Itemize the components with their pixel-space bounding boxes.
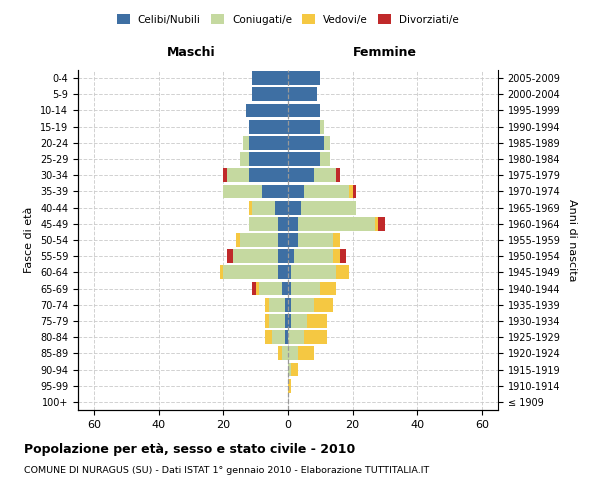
Bar bbox=[288, 136, 323, 149]
Bar bbox=[239, 152, 249, 166]
Bar bbox=[323, 136, 330, 149]
Bar bbox=[320, 282, 337, 296]
Bar bbox=[253, 282, 256, 296]
Bar bbox=[272, 330, 285, 344]
Bar bbox=[265, 298, 269, 312]
Bar bbox=[288, 168, 314, 182]
Bar bbox=[246, 104, 288, 118]
Bar bbox=[291, 362, 298, 376]
Bar bbox=[269, 314, 285, 328]
Bar bbox=[349, 184, 353, 198]
Y-axis label: Fasce di età: Fasce di età bbox=[25, 207, 34, 273]
Bar bbox=[307, 314, 327, 328]
Bar bbox=[236, 233, 239, 247]
Bar bbox=[304, 184, 349, 198]
Bar bbox=[278, 250, 288, 263]
Bar bbox=[233, 250, 278, 263]
Bar bbox=[304, 330, 327, 344]
Bar bbox=[253, 71, 288, 85]
Bar bbox=[227, 250, 233, 263]
Bar bbox=[243, 136, 249, 149]
Bar bbox=[288, 233, 298, 247]
Bar bbox=[285, 330, 288, 344]
Bar bbox=[288, 71, 320, 85]
Bar bbox=[249, 152, 288, 166]
Bar bbox=[227, 168, 249, 182]
Bar bbox=[253, 200, 275, 214]
Bar bbox=[333, 250, 340, 263]
Bar bbox=[278, 233, 288, 247]
Bar bbox=[288, 200, 301, 214]
Bar bbox=[285, 314, 288, 328]
Bar bbox=[320, 120, 323, 134]
Bar bbox=[288, 184, 304, 198]
Bar bbox=[320, 152, 330, 166]
Bar bbox=[288, 266, 291, 280]
Y-axis label: Anni di nascita: Anni di nascita bbox=[567, 198, 577, 281]
Bar bbox=[223, 266, 278, 280]
Bar bbox=[265, 314, 269, 328]
Bar bbox=[337, 266, 349, 280]
Bar bbox=[288, 120, 320, 134]
Text: Maschi: Maschi bbox=[167, 46, 215, 59]
Bar bbox=[262, 184, 288, 198]
Bar bbox=[220, 266, 223, 280]
Bar bbox=[288, 282, 291, 296]
Bar bbox=[249, 168, 288, 182]
Bar bbox=[298, 217, 375, 230]
Bar bbox=[249, 200, 253, 214]
Bar bbox=[291, 298, 314, 312]
Bar bbox=[275, 200, 288, 214]
Bar bbox=[288, 152, 320, 166]
Bar bbox=[314, 298, 333, 312]
Text: Popolazione per età, sesso e stato civile - 2010: Popolazione per età, sesso e stato civil… bbox=[24, 442, 355, 456]
Text: Femmine: Femmine bbox=[353, 46, 417, 59]
Bar bbox=[291, 266, 337, 280]
Bar bbox=[291, 282, 320, 296]
Bar bbox=[278, 266, 288, 280]
Bar bbox=[281, 346, 288, 360]
Bar bbox=[291, 314, 307, 328]
Bar bbox=[288, 330, 304, 344]
Bar bbox=[288, 298, 291, 312]
Bar bbox=[301, 200, 356, 214]
Bar bbox=[278, 217, 288, 230]
Bar bbox=[288, 314, 291, 328]
Bar bbox=[278, 346, 281, 360]
Bar bbox=[314, 168, 337, 182]
Bar bbox=[340, 250, 346, 263]
Bar bbox=[269, 298, 285, 312]
Bar bbox=[256, 282, 259, 296]
Bar bbox=[259, 282, 281, 296]
Bar bbox=[288, 379, 291, 392]
Bar bbox=[253, 88, 288, 101]
Bar bbox=[337, 168, 340, 182]
Bar bbox=[288, 217, 298, 230]
Bar bbox=[288, 250, 295, 263]
Bar bbox=[249, 217, 278, 230]
Bar bbox=[288, 346, 298, 360]
Bar bbox=[353, 184, 356, 198]
Bar bbox=[223, 184, 262, 198]
Bar bbox=[295, 250, 333, 263]
Bar bbox=[285, 298, 288, 312]
Bar bbox=[249, 136, 288, 149]
Bar bbox=[249, 120, 288, 134]
Legend: Celibi/Nubili, Coniugati/e, Vedovi/e, Divorziati/e: Celibi/Nubili, Coniugati/e, Vedovi/e, Di… bbox=[113, 10, 463, 29]
Bar bbox=[375, 217, 379, 230]
Bar bbox=[223, 168, 227, 182]
Bar bbox=[281, 282, 288, 296]
Bar bbox=[288, 88, 317, 101]
Bar bbox=[379, 217, 385, 230]
Bar bbox=[288, 362, 291, 376]
Text: COMUNE DI NURAGUS (SU) - Dati ISTAT 1° gennaio 2010 - Elaborazione TUTTITALIA.IT: COMUNE DI NURAGUS (SU) - Dati ISTAT 1° g… bbox=[24, 466, 429, 475]
Bar bbox=[239, 233, 278, 247]
Bar bbox=[265, 330, 272, 344]
Bar bbox=[333, 233, 340, 247]
Bar bbox=[288, 104, 320, 118]
Bar bbox=[298, 346, 314, 360]
Bar bbox=[298, 233, 333, 247]
